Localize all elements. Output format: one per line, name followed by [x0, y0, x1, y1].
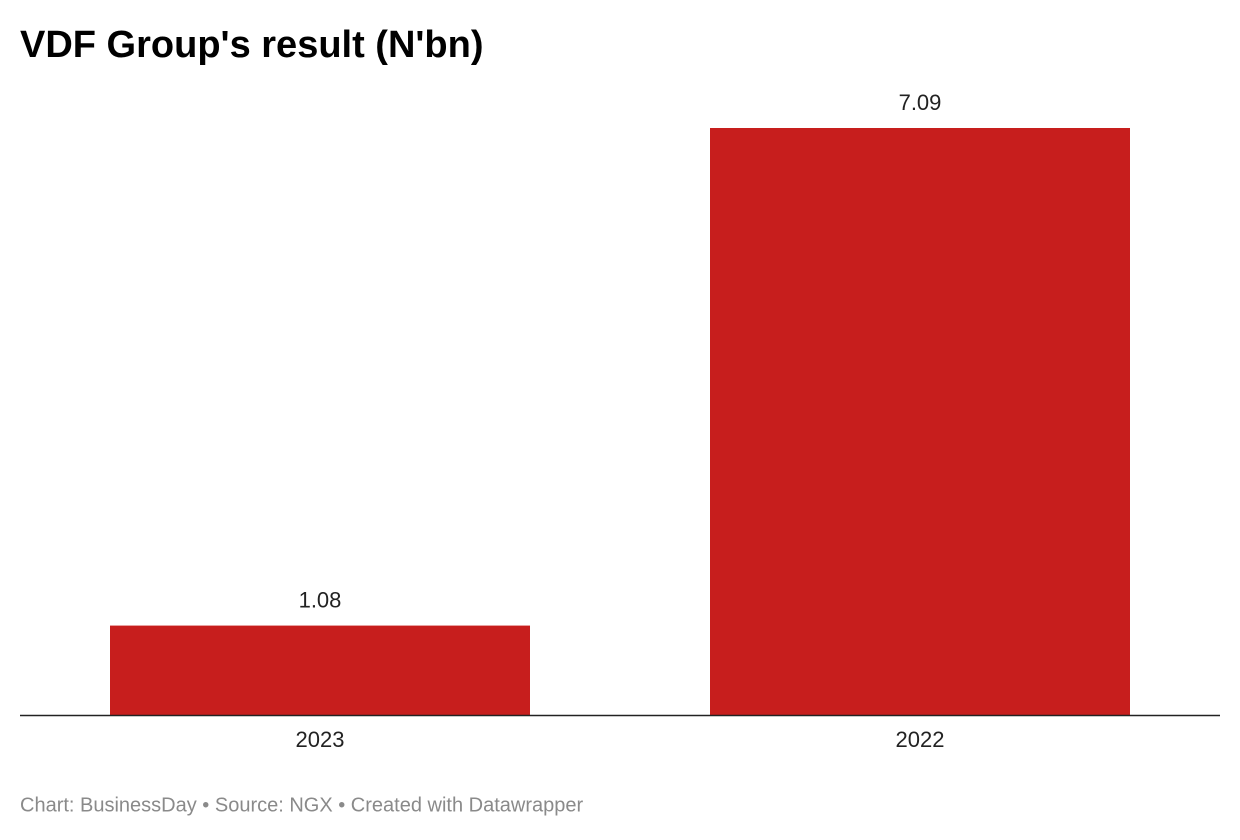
chart-title: VDF Group's result (N'bn) [20, 24, 484, 66]
chart-footer: Chart: BusinessDay • Source: NGX • Creat… [20, 794, 583, 816]
value-label: 1.08 [299, 587, 342, 612]
bar [710, 128, 1130, 715]
x-tick-label: 2022 [896, 727, 945, 752]
x-tick-label: 2023 [296, 727, 345, 752]
bar [110, 625, 530, 715]
value-label: 7.09 [899, 90, 942, 115]
